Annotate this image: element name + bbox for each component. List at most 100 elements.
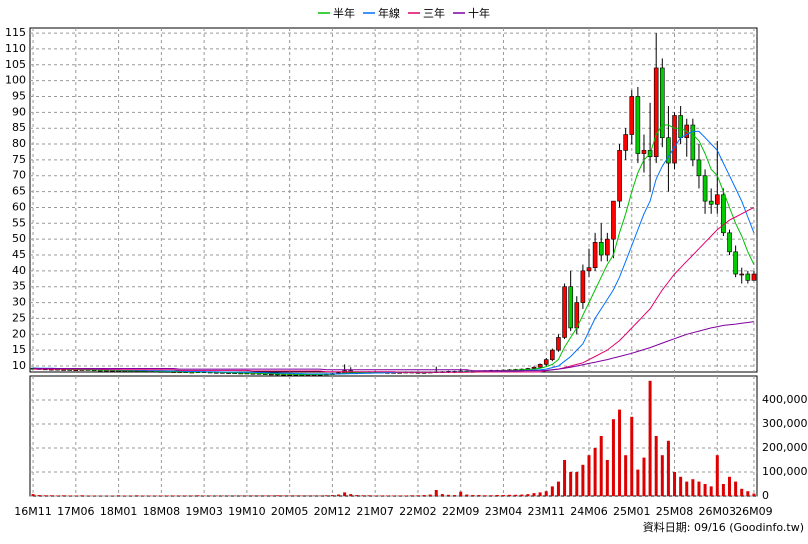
volume-bar [594,448,597,496]
y-tick-label: 65 [12,185,26,198]
x-tick-label: 18M08 [143,505,181,518]
x-tick-label: 23M04 [485,505,523,518]
volume-bar [697,482,700,496]
candle-body [611,201,615,239]
volume-bar [490,495,493,496]
volume-bar [722,484,725,496]
candle-body [703,176,707,201]
volume-bar [679,477,682,496]
volume-bar [624,455,627,496]
x-tick-label: 25M01 [613,505,651,518]
y-tick-label: 20 [12,327,26,340]
candle-body [728,233,732,252]
volume-bar [447,495,450,496]
volume-bar [38,495,41,496]
y-tick-label: 50 [12,232,26,245]
y-tick-label: 85 [12,121,26,134]
volume-bar [520,495,523,496]
volume-bar [135,495,138,496]
volume-panel [30,376,757,496]
y-tick-label: 55 [12,216,26,229]
x-tick-label: 18M01 [100,505,138,518]
volume-bar [416,495,419,496]
candle-body [538,364,542,367]
volume-tick-label: 300,000 [762,417,808,430]
footer: 資料日期: 09/16 (Goodinfo.tw) [643,520,804,534]
y-tick-label: 80 [12,137,26,150]
x-tick-label: 25M08 [656,505,694,518]
volume-bar [740,489,743,496]
x-tick-label: 23M11 [527,505,565,518]
candle-body [691,125,695,160]
volume-bar [533,493,536,496]
candle-body [605,239,609,255]
volume-bar [435,490,438,496]
y-tick-label: 10 [12,359,26,372]
candle-body [593,242,597,267]
volume-tick-label: 400,000 [762,393,808,406]
candle-body [630,96,634,134]
volume-bar [728,477,731,496]
legend-label: 年線 [378,6,400,20]
volume-bar [587,455,590,496]
volume-bar [502,495,505,496]
volume-bar [508,495,511,496]
volume-bar [600,436,603,496]
volume-bar [331,495,334,496]
volume-bar [606,460,609,496]
candle-body [709,201,713,204]
candle-body [679,116,683,138]
volume-bar [429,495,432,496]
volume-bar [465,495,468,496]
volume-bar [710,486,713,496]
x-tick-label: 19M03 [185,505,223,518]
volume-tick-label: 100,000 [762,465,808,478]
x-tick-label: 19M10 [228,505,266,518]
candle-body [556,337,560,350]
volume-bar [62,495,65,496]
volume-bar [197,495,200,496]
volume-bar [478,495,481,496]
candle-body [544,360,548,365]
candle-body [599,242,603,255]
y-tick-label: 100 [5,74,26,87]
y-tick-label: 90 [12,105,26,118]
volume-bar [410,495,413,496]
volume-bar [441,494,444,496]
volume-bar [50,495,53,496]
volume-bar [557,482,560,496]
y-tick-label: 75 [12,153,26,166]
candle-body [636,96,640,153]
candle-body [624,135,628,151]
x-tick-label: 17M06 [57,505,95,518]
volume-bar [325,495,328,496]
x-tick-label: 22M09 [442,505,480,518]
volume-bar [636,470,639,496]
volume-bar [423,495,426,496]
volume-bar [746,491,749,496]
candle-body [654,68,658,157]
candle-body [532,367,536,368]
candle-body [746,274,750,280]
x-tick-label: 21M07 [356,505,394,518]
y-tick-label: 60 [12,200,26,213]
candle-body [715,195,719,205]
y-tick-label: 35 [12,280,26,293]
candle-body [721,195,725,233]
volume-bar [355,495,358,496]
volume-bar [752,494,755,496]
volume-tick-label: 200,000 [762,441,808,454]
volume-tick-label: 0 [762,489,769,502]
volume-bar [496,495,499,496]
candle-body [734,252,738,274]
volume-bar [667,441,670,496]
volume-bar [539,492,542,496]
volume-bar [453,495,456,496]
volume-bar [368,495,371,496]
volume-bar [618,410,621,496]
volume-bar [526,494,529,496]
volume-bar [349,494,352,496]
volume-bar [661,455,664,496]
volume-bar [337,495,340,496]
